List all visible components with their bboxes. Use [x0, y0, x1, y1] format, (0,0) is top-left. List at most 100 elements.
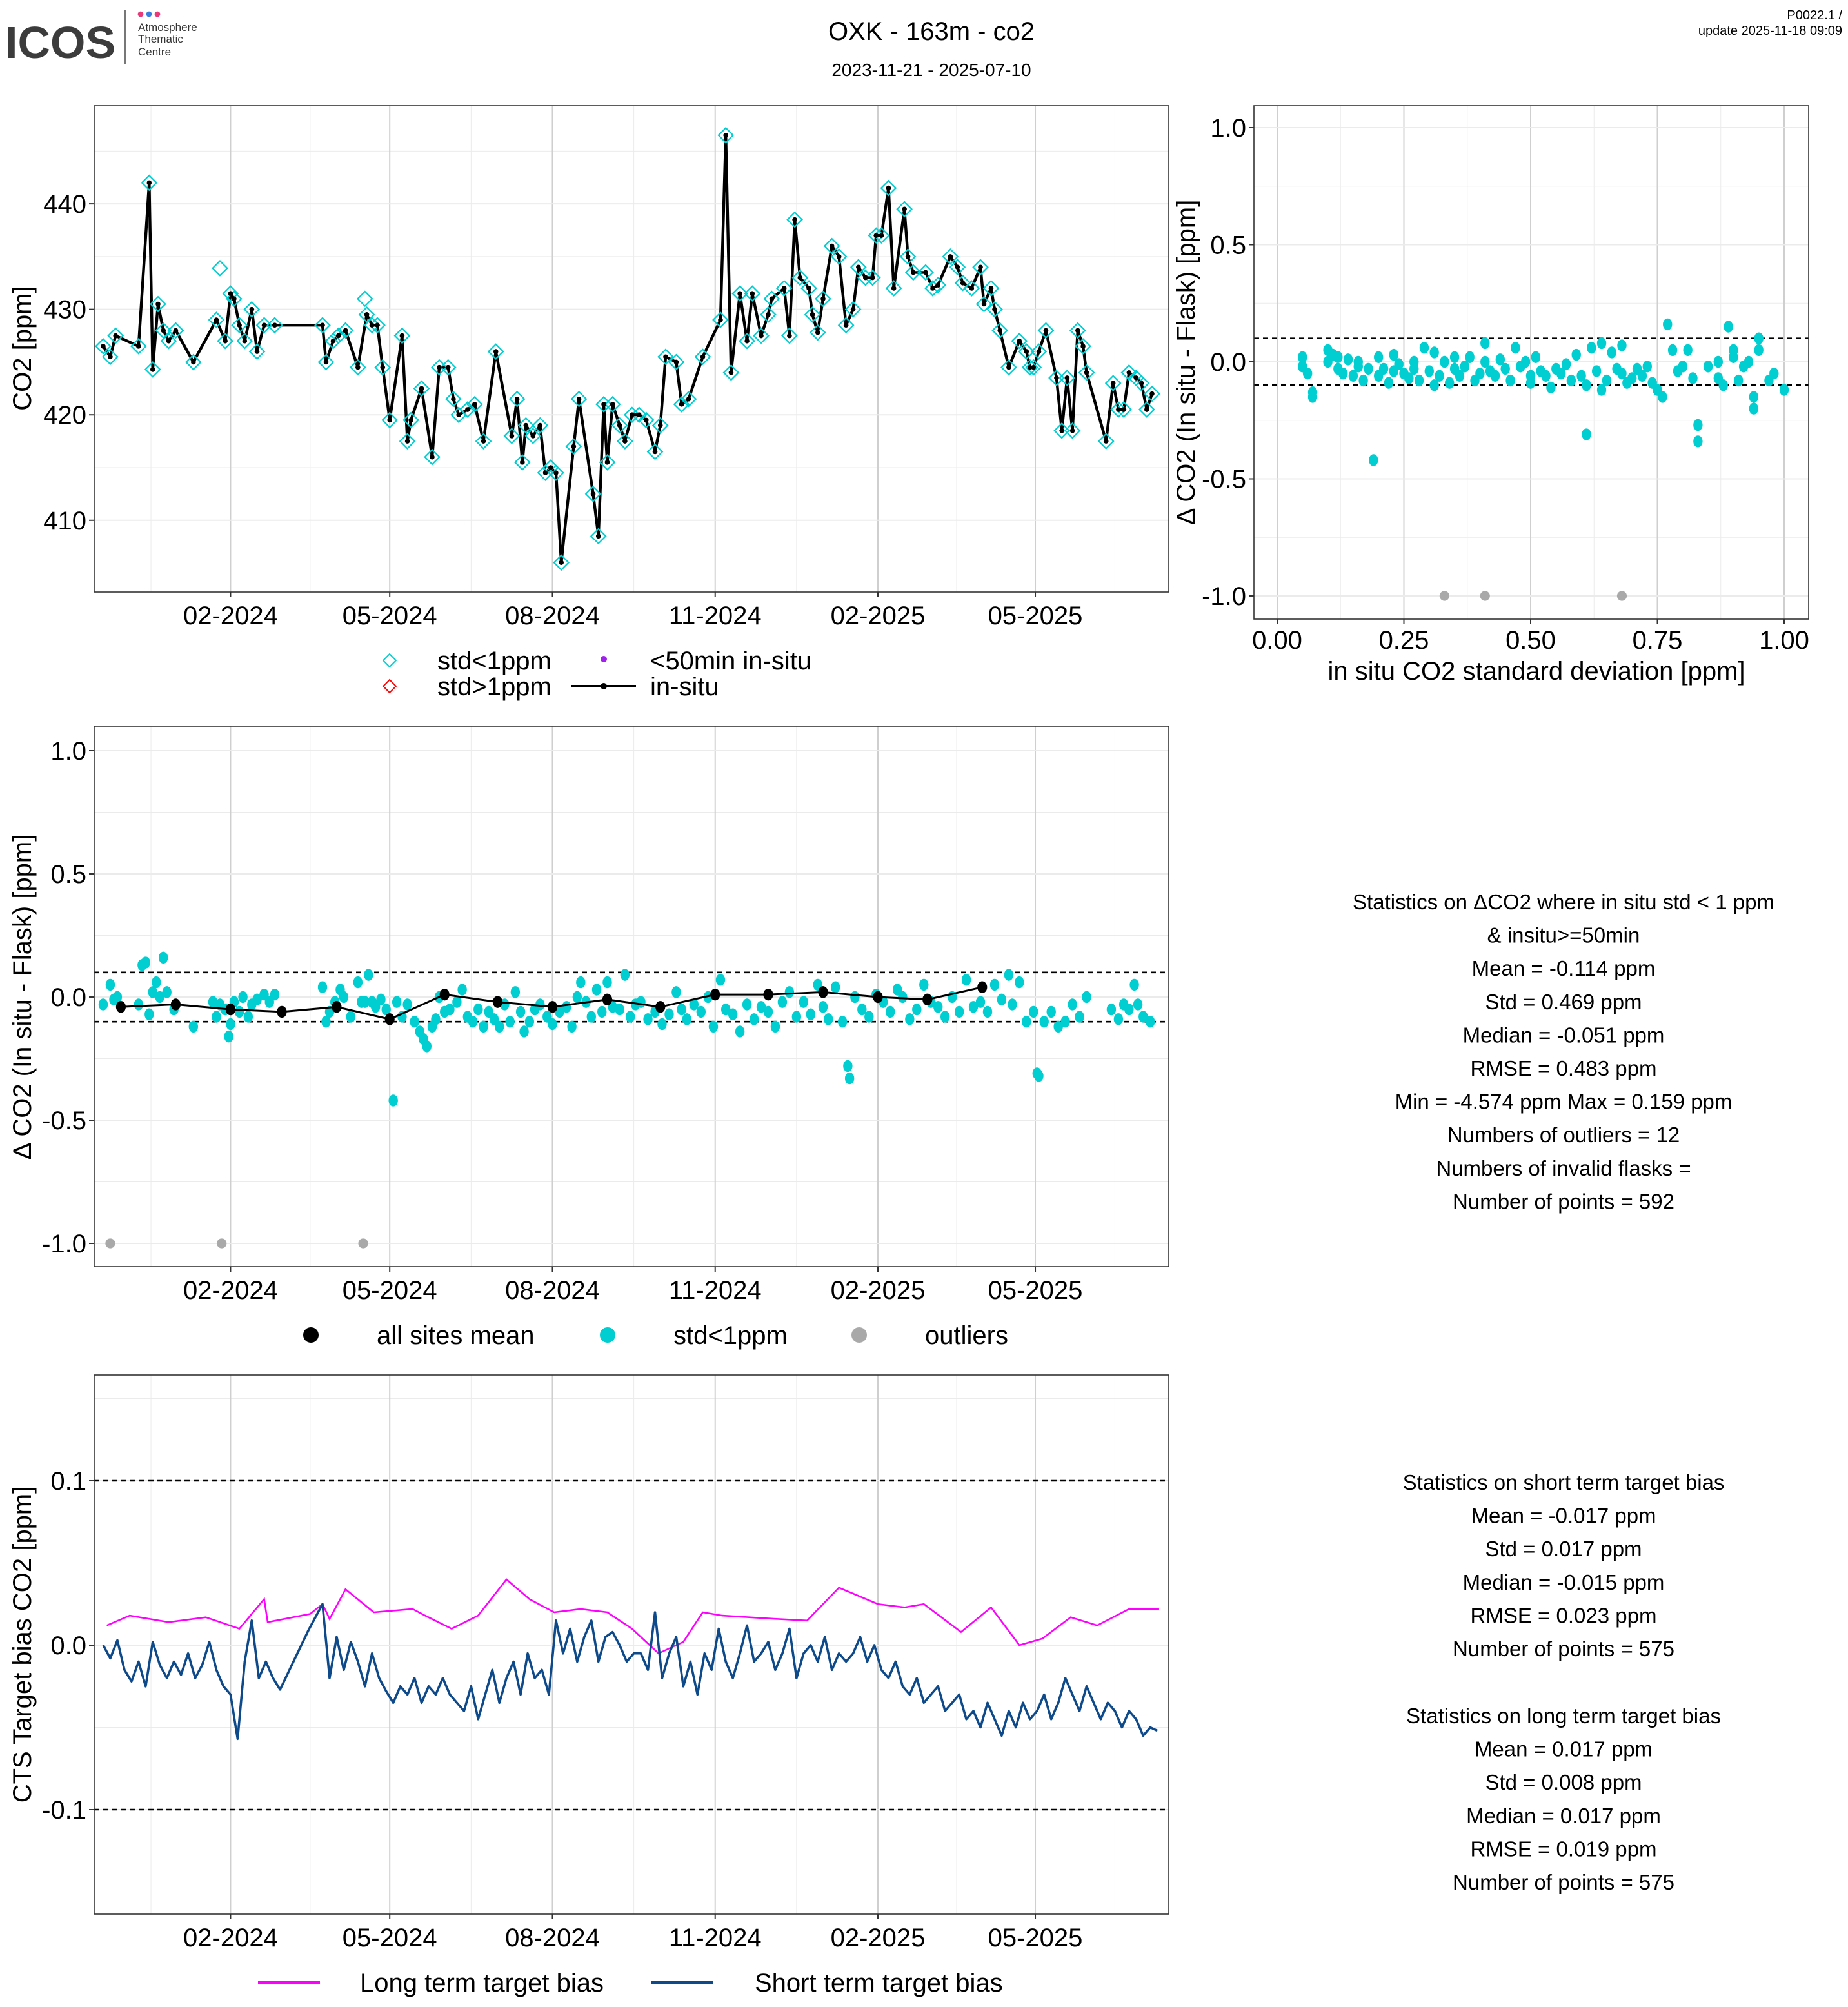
- flask-diamond: [102, 348, 119, 366]
- insitu-point: [1043, 328, 1049, 333]
- insitu-point: [493, 349, 499, 354]
- delta-point: [602, 976, 612, 989]
- delta-point: [339, 991, 349, 1004]
- insitu-point: [657, 422, 663, 428]
- insitu-point: [766, 312, 771, 317]
- flask-diamond: [611, 417, 628, 434]
- flask-diamond: [236, 332, 253, 350]
- insitu-point: [419, 386, 424, 391]
- legend-insitu: in-situ: [650, 673, 719, 701]
- flask-diamond: [553, 554, 570, 571]
- flask-diamond: [349, 359, 366, 376]
- flask-diamond: [830, 248, 848, 265]
- insitu-point: [787, 333, 792, 339]
- co2-timeseries-panel: 02-2024 05-2024 08-2024 11-2024 02-2025 05-20…: [43, 105, 1169, 630]
- scatter-point: [1693, 419, 1703, 431]
- scatter-point: [1582, 428, 1591, 440]
- y-tick-label: 0.0: [50, 1632, 86, 1660]
- flask-diamond: [1018, 343, 1035, 360]
- scatter-point: [1298, 351, 1307, 363]
- insitu-point: [437, 364, 442, 370]
- scatter-point: [1307, 391, 1318, 403]
- flask-diamond: [155, 322, 172, 339]
- insitu-point: [843, 322, 849, 328]
- flask-diamond: [880, 179, 897, 197]
- short-term-statistics: Statistics on short term target bias Mean…: [1403, 1470, 1725, 1661]
- insitu-point: [948, 254, 953, 259]
- insitu-point: [108, 354, 113, 360]
- insitu-point: [728, 370, 734, 375]
- scatter-point: [1729, 351, 1738, 363]
- insitu-point: [232, 296, 237, 302]
- insitu-point: [604, 460, 610, 465]
- insitu-point: [1006, 364, 1011, 370]
- delta-point: [422, 1040, 432, 1053]
- scatter-point: [1541, 370, 1551, 382]
- y-tick-label: 0.0: [1210, 348, 1246, 377]
- mean-point: [439, 988, 450, 1001]
- insitu-point: [254, 349, 260, 354]
- flask-diamond: [95, 338, 112, 355]
- co2-legend: std<1ppm std>1ppm <50min in-situ in-situ: [382, 647, 811, 701]
- date-range: 2023-11-21 - 2025-07-10: [831, 60, 1031, 80]
- gridlines: [94, 106, 1169, 592]
- scatter-point: [1607, 346, 1616, 359]
- logo-sub-3: Centre: [138, 46, 171, 58]
- scatter-point: [1769, 367, 1779, 380]
- flask-diamond: [823, 237, 840, 255]
- scatter-point: [1440, 355, 1449, 368]
- diamond-red-icon: [382, 678, 397, 694]
- insitu-point: [930, 286, 935, 291]
- insitu-point: [261, 322, 267, 328]
- scatter-point: [1520, 355, 1531, 368]
- scatter-point: [1429, 379, 1439, 391]
- insitu-point: [430, 454, 435, 460]
- statistics-line: Mean = 0.017 ppm: [1475, 1737, 1653, 1761]
- flask-diamond: [972, 259, 989, 276]
- delta-point: [620, 969, 630, 981]
- logo-text: ICOS: [5, 17, 115, 68]
- insitu-point: [1116, 407, 1121, 412]
- insitu-point: [1031, 364, 1037, 370]
- statistics-line: Median = 0.017 ppm: [1466, 1804, 1661, 1828]
- delta-point: [905, 1013, 915, 1025]
- statistics-line: RMSE = 0.023 ppm: [1471, 1603, 1657, 1627]
- delta-point: [664, 1008, 674, 1020]
- insitu-point: [769, 296, 775, 302]
- y-tick-label: 430: [43, 296, 86, 324]
- insitu-point: [1024, 349, 1029, 354]
- scatter-point: [1358, 374, 1368, 387]
- mean-point: [277, 1005, 287, 1018]
- insitu-point: [155, 301, 161, 307]
- page-title: OXK - 163m - co2: [828, 17, 1035, 46]
- flask-diamond: [1104, 375, 1122, 392]
- insitu-point: [797, 275, 803, 281]
- flask-diamond: [208, 311, 225, 328]
- flask-diamond: [459, 401, 476, 418]
- insitu-point: [481, 439, 486, 444]
- y-tick-label: -1.0: [42, 1230, 86, 1258]
- flask-diamond: [986, 301, 1003, 318]
- mean-point: [115, 1001, 126, 1013]
- insitu-point: [759, 333, 764, 339]
- delta-point: [919, 978, 929, 991]
- insitu-point: [537, 422, 543, 428]
- insitu-point: [590, 491, 596, 497]
- x-tick-label: 11-2024: [669, 1276, 762, 1305]
- insitu-point: [320, 322, 325, 328]
- delta-point: [1124, 1003, 1134, 1016]
- delta-point: [597, 1005, 607, 1018]
- flask-diamond: [868, 227, 885, 244]
- delta-point: [1034, 1070, 1044, 1082]
- statistics-line: Std = 0.008 ppm: [1485, 1770, 1642, 1794]
- insitu-point: [242, 338, 248, 344]
- flask-diamond: [982, 280, 1000, 297]
- insitu-point: [1121, 407, 1126, 412]
- statistics-line: Min = -4.574 ppm Max = 0.159 ppm: [1395, 1090, 1733, 1114]
- x-tick-label: 02-2025: [831, 602, 926, 630]
- insitu-point: [509, 433, 515, 439]
- delta-point: [791, 1011, 802, 1023]
- statistics-line: Numbers of outliers = 12: [1447, 1123, 1680, 1147]
- scatter-y-axis-title: Δ CO2 (In situ - Flask) [ppm]: [1172, 200, 1200, 526]
- scatter-point: [1596, 337, 1607, 350]
